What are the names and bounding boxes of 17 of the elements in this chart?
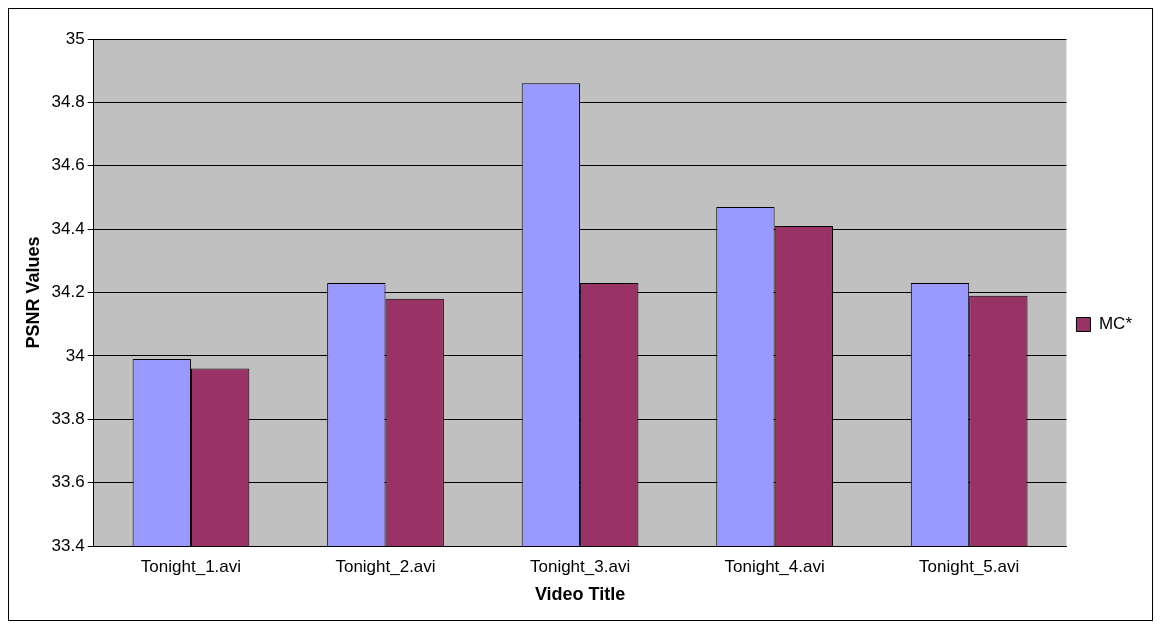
y-tick-label: 34.6 [51,155,85,175]
y-tick-label: 34.4 [51,218,85,238]
y-tick-label: 33.8 [51,408,85,428]
y-tick-label: 33.4 [51,535,85,555]
x-tick-label: Tonight_5.avi [919,556,1020,576]
x-tick-label: Tonight_1.avi [140,556,242,576]
x-tick-label: Tonight_2.avi [335,556,436,576]
y-tick-label: 34.8 [51,92,85,112]
y-tick-label: 34 [65,345,85,365]
x-tick-label: Tonight_4.avi [724,556,825,576]
y-tick-label: 34.2 [51,282,85,302]
x-axis-title: Video Title [534,584,626,605]
y-tick-label: 33.6 [51,472,85,492]
legend-label: MC* [1098,314,1133,334]
y-axis-title: PSNR Values [22,236,43,349]
y-tick-label: 35 [65,28,85,48]
x-tick-label: Tonight_3.avi [529,556,631,576]
